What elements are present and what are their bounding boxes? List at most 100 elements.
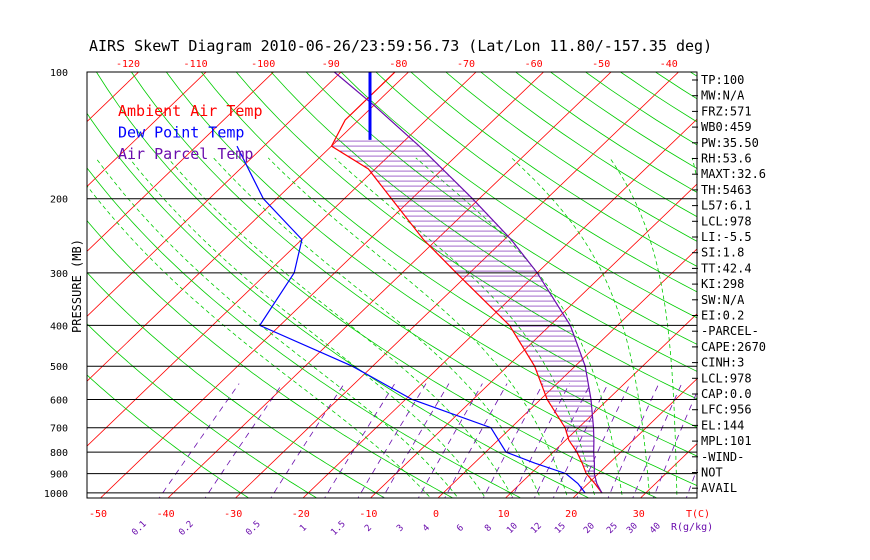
dry-adiabat-line	[87, 323, 318, 498]
pressure-tick-label: 200	[50, 195, 68, 206]
mixing-ratio-line	[652, 390, 697, 498]
mixing-ratio-unit-label: R(g/kg)	[671, 522, 713, 533]
x-axis-label: T(C)	[686, 509, 710, 520]
chart-title: AIRS SkewT Diagram 2010-06-26/23:59:56.7…	[89, 37, 712, 55]
mixing-ratio-label: 0.2	[177, 519, 196, 538]
isotherm-line	[99, 72, 545, 498]
mixing-ratio-label: 8	[483, 523, 494, 534]
stat-item: LCL:978	[701, 214, 752, 228]
stat-item: RH:53.6	[701, 152, 752, 166]
moist-adiabat-line	[609, 157, 678, 498]
top-temp-tick-label: -60	[525, 59, 543, 70]
stat-item: LCL:978	[701, 371, 752, 385]
top-temp-tick-label: -70	[457, 59, 475, 70]
mixing-ratio-line	[685, 468, 697, 498]
stat-item: CINH:3	[701, 356, 744, 370]
mixing-ratio-label: 12	[529, 521, 544, 536]
mixing-ratio-label: 30	[625, 521, 640, 536]
dry-adiabat-line	[87, 112, 590, 498]
top-temp-tick-label: -100	[251, 59, 275, 70]
bottom-temp-tick-label: -40	[157, 509, 175, 520]
air-parcel-temp-line	[333, 72, 603, 494]
mixing-ratio-label: 6	[455, 523, 466, 534]
moist-adiabat-line	[167, 157, 514, 498]
pressure-lines	[87, 198, 697, 494]
mixing-ratio-label: 20	[582, 521, 597, 536]
dew-point-temp-line	[236, 145, 586, 494]
legend-item-label: Ambient Air Temp	[118, 102, 263, 120]
stat-item: -WIND-	[701, 450, 744, 464]
isotherm-line	[87, 72, 207, 188]
stat-item: -PARCEL-	[701, 324, 759, 338]
top-temp-tick-label: -110	[184, 59, 208, 70]
bottom-temp-tick-label: 20	[565, 509, 577, 520]
dry-adiabat-line	[689, 72, 697, 77]
pressure-tick-label: 900	[50, 470, 68, 481]
dry-adiabat-line	[130, 72, 697, 487]
stat-item: MW:N/A	[701, 89, 745, 103]
isotherm-line	[87, 72, 275, 252]
stat-item: MPL:101	[701, 434, 752, 448]
stat-item: TP:100	[701, 73, 744, 87]
isotherm-line	[504, 313, 697, 498]
dry-adiabat-line	[340, 72, 697, 319]
mixing-ratio-line	[632, 383, 683, 498]
legend-item-label: Air Parcel Temp	[118, 145, 253, 163]
dry-adiabat-line	[87, 271, 386, 498]
bottom-temp-tick-label: 30	[633, 509, 645, 520]
stat-item: PW:35.50	[701, 136, 759, 150]
isotherm-line	[437, 248, 697, 498]
dry-adiabat-line	[515, 72, 697, 193]
stat-item: TT:42.4	[701, 261, 752, 275]
mixing-ratio-line	[357, 383, 427, 498]
moist-adiabat-line	[334, 157, 596, 498]
legend-item-label: Dew Point Temp	[118, 124, 244, 142]
top-temp-tick-label: -120	[116, 59, 140, 70]
dry-adiabat-line	[87, 220, 454, 498]
pressure-tick-label: 100	[50, 68, 68, 79]
top-temp-tick-label: -40	[660, 59, 678, 70]
isotherm-line	[0, 53, 24, 502]
dry-adiabat-line	[270, 72, 697, 372]
mixing-ratio-label: 0.5	[244, 519, 263, 538]
stat-item: LFC:956	[701, 403, 752, 417]
stat-item: EI:0.2	[701, 309, 744, 323]
stat-item: KI:298	[701, 277, 744, 291]
mixing-ratio-label: 1	[298, 523, 309, 534]
cape-hatching	[331, 140, 601, 492]
moist-adiabat-line	[213, 157, 541, 498]
stat-item: SI:1.8	[701, 246, 744, 260]
bottom-temp-tick-label: -20	[292, 509, 310, 520]
moist-adiabat-line	[415, 157, 623, 498]
isotherm-line	[572, 378, 697, 498]
stat-item: L57:6.1	[701, 199, 752, 213]
bottom-temp-tick-label: -50	[89, 509, 107, 520]
mixing-ratio-line	[324, 383, 396, 498]
mixing-ratio-line	[482, 383, 544, 498]
stat-item: FRZ:571	[701, 104, 752, 118]
pressure-tick-label: 800	[50, 448, 68, 459]
stat-item: MAXT:32.6	[701, 167, 766, 181]
isotherm-line	[839, 53, 870, 502]
isotherm-line	[639, 443, 697, 498]
legend: Ambient Air Temp Dew Point Temp Air Parcel…	[118, 102, 263, 163]
dry-adiabat-line	[410, 72, 697, 267]
dry-adiabat-line	[87, 167, 522, 498]
plot-frame	[86, 71, 698, 499]
dry-adiabat-line	[480, 72, 697, 218]
mixing-ratio-label: 10	[505, 521, 520, 536]
stat-item: NOT	[701, 466, 723, 480]
moist-adiabat-line	[267, 157, 569, 498]
isotherm-line	[369, 183, 697, 498]
moist-adiabat-line	[128, 157, 486, 498]
stat-item: EL:144	[701, 418, 744, 432]
stat-item: WB0:459	[701, 120, 752, 134]
mixing-ratio-line	[417, 383, 483, 498]
mixing-ratio-label: 2	[363, 523, 374, 534]
dry-adiabat-line	[305, 72, 697, 345]
mixing-ratio-label: 1.5	[329, 519, 348, 538]
mixing-ratio-label: 15	[553, 521, 568, 536]
mixing-ratio-line	[270, 383, 345, 498]
